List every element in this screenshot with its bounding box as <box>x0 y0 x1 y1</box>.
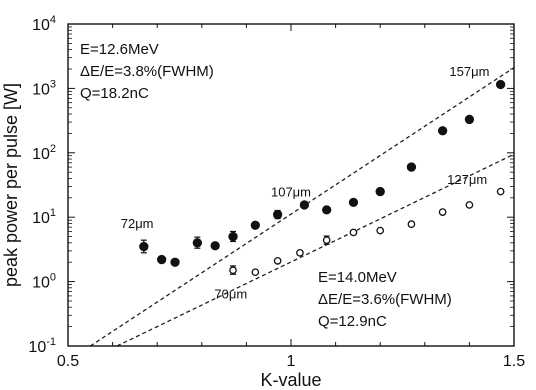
y-tick-label: 101 <box>32 207 56 227</box>
filled-data-point <box>299 200 310 210</box>
data-points <box>139 79 506 277</box>
parameter-text-bottom-right: Q=12.9nC <box>318 313 387 330</box>
x-tick-label: 1 <box>287 353 296 370</box>
filled-data-point <box>192 238 202 248</box>
open-data-point <box>322 236 331 245</box>
parameter-text-top-left: Q=18.2nC <box>80 85 149 102</box>
parameter-text-bottom-right: E=14.0MeV <box>318 269 397 286</box>
y-axis-label: peak power per pulse [W] <box>1 83 21 287</box>
filled-data-point <box>464 114 475 125</box>
filled-data-point <box>272 209 283 220</box>
y-tick-label: 102 <box>32 143 56 163</box>
y-tick-label: 10-1 <box>28 336 56 356</box>
x-tick-label: 0.5 <box>57 353 79 370</box>
y-tick-label: 100 <box>32 272 56 292</box>
filled-data-point <box>348 197 359 208</box>
filled-data-point <box>322 205 332 215</box>
parameter-text-top-left: E=12.6MeV <box>80 41 159 58</box>
parameter-text-top-left: ΔE/E=3.8%(FWHM) <box>80 63 214 80</box>
open-data-point <box>465 201 474 209</box>
wavelength-annotation: 70μm <box>214 286 247 301</box>
wavelength-annotation: 157μm <box>449 64 489 79</box>
parameter-text-bottom-right: ΔE/E=3.6%(FWHM) <box>318 291 452 308</box>
filled-data-point <box>210 241 220 251</box>
open-data-point <box>496 187 505 196</box>
open-data-point <box>251 268 260 277</box>
filled-data-point <box>437 126 448 136</box>
wavelength-annotation: 127μm <box>447 172 487 187</box>
filled-data-point <box>250 220 260 230</box>
open-data-point <box>349 228 358 237</box>
open-data-point <box>376 226 385 235</box>
open-data-point <box>438 208 447 216</box>
open-data-point <box>407 220 416 228</box>
y-tick-label: 104 <box>32 14 56 34</box>
wavelength-annotation: 107μm <box>271 184 311 199</box>
filled-data-point <box>157 254 167 265</box>
filled-data-point <box>495 79 506 90</box>
filled-data-point <box>228 231 238 242</box>
filled-data-point <box>139 241 149 252</box>
wavelength-annotation: 72μm <box>121 216 154 231</box>
filled-data-point <box>170 257 180 267</box>
open-data-point <box>229 266 237 275</box>
y-tick-label: 103 <box>32 78 56 98</box>
x-tick-label: 1.5 <box>503 353 525 370</box>
text: 0.5 1 1.5 10-1 100 101 102 103 104 K-value peak po… <box>1 14 525 390</box>
fit-line-2 <box>116 153 514 346</box>
x-axis-label: K-value <box>260 370 321 390</box>
open-data-point <box>273 256 282 265</box>
open-data-point <box>296 248 304 257</box>
ticks <box>67 23 515 347</box>
filled-data-point <box>406 162 417 172</box>
filled-data-point <box>375 186 385 197</box>
